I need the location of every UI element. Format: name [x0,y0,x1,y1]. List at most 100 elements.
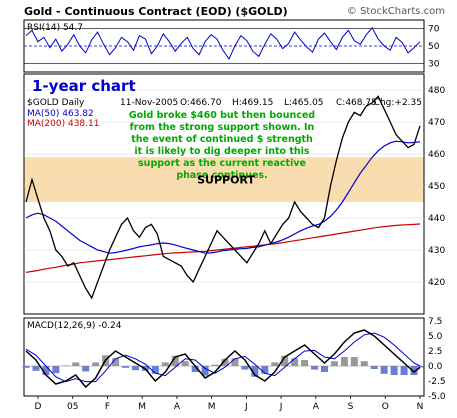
price-tick-label: 440 [428,214,445,224]
rsi-label: RSI(14) 54.7 [27,23,83,33]
macd-histogram-bar [131,366,139,371]
price-tick-label: 470 [428,118,445,128]
macd-histogram-bar [380,366,388,374]
legend-ma200: MA(200) 438.11 [27,119,99,129]
symbol-label: $GOLD Daily [27,98,85,108]
macd-histogram-bar [301,360,309,366]
macd-histogram-bar [350,357,358,366]
macd-histogram-bar [416,366,424,368]
chart-title: Gold - Continuous Contract (EOD) ($GOLD) [24,5,288,18]
x-tick-label: A [174,402,181,412]
x-tick-label: N [417,402,424,412]
macd-histogram-bar [390,366,398,375]
annotation-line: from the strong support shown. In [130,122,315,133]
price-tick-label: 480 [428,86,445,96]
macd-histogram-bar [32,366,40,371]
x-tick-label: O [382,402,389,412]
macd-histogram-bar [330,361,338,366]
rsi-tick-label: 50 [428,42,440,52]
support-label: SUPPORT [197,174,255,187]
macd-histogram-bar [360,361,368,366]
x-tick-label: M [138,402,146,412]
ma50-series-line [25,140,421,254]
macd-tick-label: 5.0 [428,332,443,342]
macd-histogram-bar [92,362,100,366]
macd-label: MACD(12,26,9) -0.24 [27,321,122,331]
price-panel: 420 430 440 450 460 470 480 1-year chart $GOLD… [23,73,445,315]
price-tick-label: 450 [428,182,445,192]
price-gridlines [24,89,424,283]
macd-histogram-bar [151,366,159,374]
low-value: L:465.05 [284,98,324,108]
annotation-line: support as the current reactive [138,158,306,169]
macd-histogram [22,355,424,377]
x-tick-label: D [35,402,42,412]
brand-label: © StockCharts.com [347,6,445,17]
x-tick-label: S [348,402,354,412]
open-value: O:466.70 [180,98,222,108]
macd-histogram-bar [221,358,229,366]
annotation-line: the event of continued $ strength [131,134,313,145]
macd-histogram-bar [271,362,279,366]
macd-histogram-bar [251,366,259,377]
close-value: C:468.75 [336,98,377,108]
rsi-reference-lines [24,28,424,64]
legend-ma50: MA(50) 463.82 [27,109,94,119]
x-tick-label: A [313,402,320,412]
macd-tick-label: 0.0 [428,362,443,372]
macd-histogram-bar [281,355,289,366]
macd-histogram-bar [181,361,189,366]
macd-histogram-bar [82,366,90,372]
macd-tick-label: 2.5 [428,347,442,357]
macd-tick-label: -5.0 [428,392,446,402]
change-value: Chg:+2.35 [374,98,422,108]
annotation-line: phase continues. [176,170,267,181]
x-axis-labels: D 05 F M A M J J A S O N [35,396,424,412]
macd-histogram-bar [400,366,408,375]
macd-histogram-bar [241,366,249,370]
macd-histogram-bar [211,364,219,366]
macd-histogram-bar [112,358,120,366]
macd-histogram-bar [191,366,199,372]
macd-histogram-bar [121,366,129,368]
price-series-line [25,95,421,300]
macd-histogram-bar [370,366,378,369]
x-tick-label: F [105,402,110,412]
macd-histogram-bar [22,366,30,368]
macd-histogram-bar [261,366,269,374]
x-tick-label: M [208,402,216,412]
macd-histogram-bar [52,366,60,374]
annotation-line: Gold broke $460 but then bounced [129,110,315,121]
macd-histogram-bar [410,366,418,375]
macd-tick-labels: 7.5 5.0 2.5 0.0 -2.5 -5.0 [428,317,446,402]
macd-histogram-bar [201,366,209,376]
macd-histogram-bar [320,366,328,372]
x-tick-label: J [244,402,248,412]
rsi-tick-label: 30 [428,59,440,69]
macd-series-line [25,329,421,389]
rsi-tick-label: 70 [428,25,440,35]
panel-title: 1-year chart [32,77,136,95]
macd-panel: 7.5 5.0 2.5 0.0 -2.5 -5.0 MACD(12,26,9) -0.24 [22,317,446,402]
macd-histogram-bar [231,358,239,366]
rsi-series-line [25,26,421,61]
x-tick-label: 05 [67,402,78,412]
annotation-line: it is likely to dig deeper into this [134,146,310,157]
ma200-series-line [25,223,421,273]
price-tick-label: 430 [428,246,445,256]
price-tick-labels: 420 430 440 450 460 470 480 [428,86,445,288]
rsi-tick-labels: 30 50 70 [428,25,440,70]
macd-histogram-bar [72,362,80,366]
macd-histogram-bar [171,355,179,366]
macd-histogram-bar [161,362,169,366]
macd-histogram-bar [340,357,348,366]
macd-tick-label: 7.5 [428,317,442,327]
date-label: 11-Nov-2005 [120,98,178,108]
macd-histogram-bar [291,358,299,366]
high-value: H:469.15 [232,98,273,108]
macd-tick-label: -2.5 [428,377,446,387]
price-tick-label: 460 [428,150,445,160]
